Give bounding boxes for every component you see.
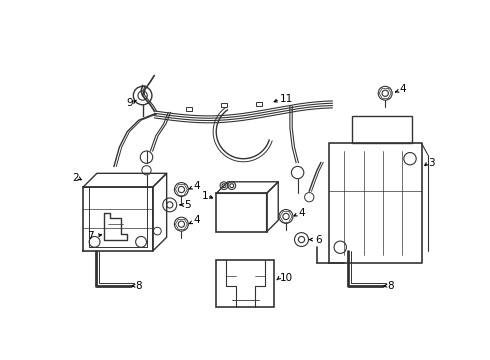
Text: 6: 6 [315, 235, 322, 244]
Text: 1: 1 [201, 191, 208, 201]
Bar [216, 260, 274, 306]
Text: 4: 4 [399, 84, 406, 94]
Text: 8: 8 [135, 281, 142, 291]
Text: 10: 10 [279, 273, 293, 283]
Bar [256, 102, 262, 105]
Text: 8: 8 [387, 281, 394, 291]
Bar [352, 116, 412, 143]
Text: 11: 11 [279, 94, 293, 104]
Bar [221, 103, 227, 107]
Bar [216, 193, 267, 232]
Text: 2: 2 [72, 173, 78, 183]
Text: 5: 5 [184, 200, 191, 210]
Text: 7: 7 [87, 231, 94, 241]
Text: 9: 9 [126, 98, 133, 108]
Text: 4: 4 [194, 181, 200, 191]
Text: 3: 3 [428, 158, 435, 167]
Text: 4: 4 [298, 208, 305, 217]
Bar [186, 107, 192, 111]
Text: 4: 4 [194, 215, 200, 225]
